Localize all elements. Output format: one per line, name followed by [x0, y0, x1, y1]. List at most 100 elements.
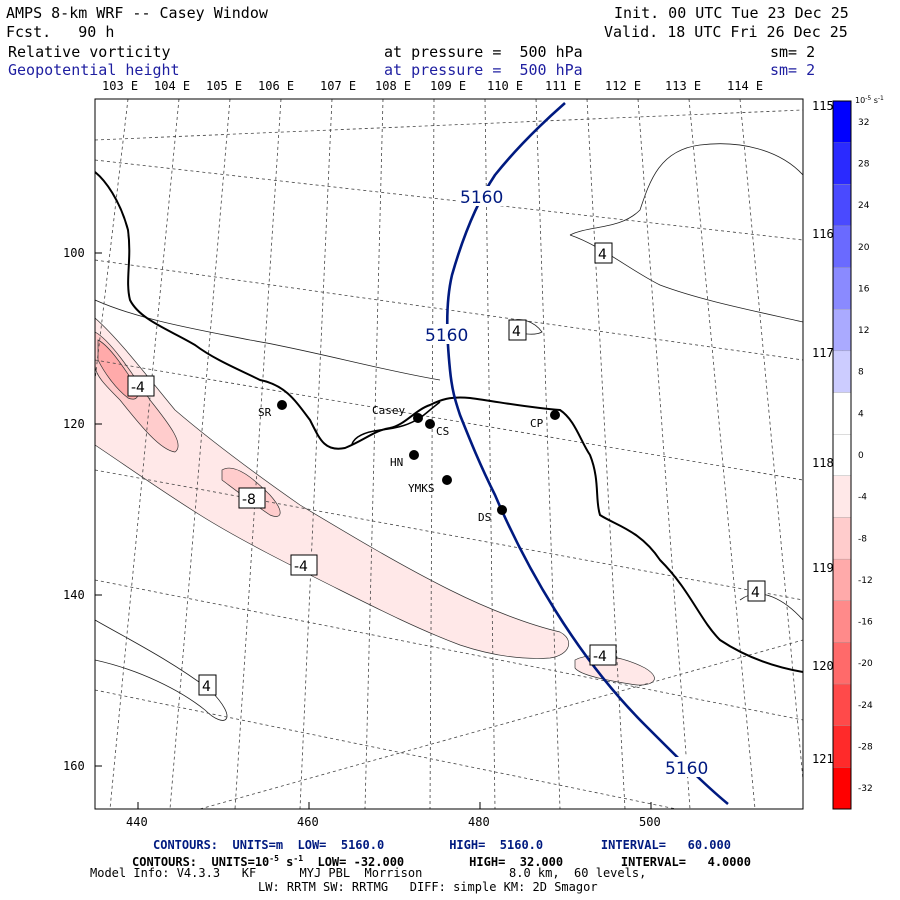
colorbar-swatch [832, 642, 852, 685]
colorbar-swatch [832, 600, 852, 643]
vort-label-7: -4 [593, 649, 607, 665]
forecast-hour: Fcst. 90 h [6, 23, 115, 41]
station-marker-casey[interactable] [413, 413, 423, 423]
colorbar: 32 28 24 20 16 12 8 4 0 -4 -8 -12 -16 -20 -24 -28 -32 [832, 100, 873, 810]
colorbar-tick-label: 16 [858, 284, 870, 294]
colorbar-tick-label: -12 [858, 576, 873, 586]
colorbar-swatch [832, 267, 852, 310]
station-label-ymks: YMKS [408, 482, 435, 495]
colorbar-swatch [832, 142, 852, 185]
colorbar-tick-label: -4 [858, 493, 867, 503]
colorbar-swatch [832, 309, 852, 352]
colorbar-tick-label: 32 [858, 118, 869, 128]
top-lon-107: 107 E [320, 79, 356, 93]
vorticity-contour-pos-se [739, 593, 803, 621]
vorticity-contour-pos-ne [569, 143, 803, 236]
colorbar-tick-label: -32 [858, 784, 873, 794]
colorbar-swatch [832, 225, 852, 268]
station-marker-hn[interactable] [409, 450, 419, 460]
field2-level: at pressure = 500 hPa [384, 61, 583, 79]
station-marker-sr[interactable] [277, 400, 287, 410]
footer-vort-exp: -5 [269, 854, 279, 863]
y-tick-120: 120 [63, 417, 85, 431]
vort-label-8: 4 [202, 679, 211, 695]
colorbar-tick-label: -28 [858, 743, 873, 753]
colorbar-tick-label: 4 [858, 409, 864, 419]
top-lon-112: 112 E [605, 79, 641, 93]
colorbar-swatch [832, 434, 852, 476]
valid-time: Valid. 18 UTC Fri 26 Dec 25 [604, 23, 848, 41]
footer-model-info-2: LW: RRTM SW: RRTMG DIFF: simple KM: 2D S… [258, 880, 598, 894]
top-lon-109: 109 E [430, 79, 466, 93]
station-marker-ds[interactable] [497, 505, 507, 515]
x-tick-500: 500 [639, 815, 661, 829]
map-plot-area: SR Casey CS HN YMKS CP DS 5160 5160 5160… [95, 99, 803, 809]
colorbar-swatch [832, 517, 852, 560]
colorbar-tick-label: 12 [858, 326, 869, 336]
top-lon-106: 106 E [258, 79, 294, 93]
height-label-3: 5160 [665, 759, 708, 779]
footer-vort-b: s [278, 855, 294, 869]
station-label-sr: SR [258, 406, 272, 419]
footer-vort-exp2: -1 [293, 854, 304, 863]
colorbar-swatch [832, 475, 852, 518]
colorbar-swatch [832, 725, 852, 768]
coastline-peninsula [351, 401, 441, 445]
station-label-hn: HN [390, 456, 403, 469]
field2-smoothing: sm= 2 [770, 61, 816, 79]
colorbar-swatch [832, 683, 852, 726]
vort-label-5: -4 [294, 559, 308, 575]
station-label-cs: CS [436, 425, 449, 438]
station-marker-ymks[interactable] [442, 475, 452, 485]
field1-name: Relative vorticity [8, 43, 171, 61]
colorbar-swatch [832, 392, 852, 435]
footer-model-info: Model Info: V4.3.3 KF MYJ PBL Morrison 8… [90, 866, 647, 880]
colorbar-swatch [832, 350, 852, 393]
colorbar-tick-label: 24 [858, 201, 870, 211]
station-marker-cp[interactable] [550, 410, 560, 420]
axis-ticks [95, 252, 652, 809]
stations [277, 400, 560, 515]
vort-label-4: -8 [242, 492, 256, 508]
colorbar-tick-label: 0 [858, 451, 864, 461]
plot-frame [94, 98, 804, 810]
colorbar-swatch [832, 184, 852, 227]
init-time: Init. 00 UTC Tue 23 Dec 25 [614, 4, 849, 22]
top-lon-103: 103 E [102, 79, 138, 93]
top-lon-113: 113 E [665, 79, 701, 93]
colorbar-tick-label: 8 [858, 368, 864, 378]
colorbar-tick-label: 20 [858, 243, 870, 253]
field2-name: Geopotential height [8, 61, 180, 79]
vort-label-1: 4 [598, 247, 607, 263]
colorbar-tick-label: -16 [858, 618, 873, 628]
footer-vort-c: LOW= -32.000 HIGH= 32.000 INTERVAL= 4.00… [303, 855, 751, 869]
plot-title: AMPS 8-km WRF -- Casey Window [6, 4, 268, 22]
field1-level: at pressure = 500 hPa [384, 43, 583, 61]
lonlat-grid [95, 99, 803, 809]
station-label-casey: Casey [372, 404, 405, 417]
x-tick-460: 460 [297, 815, 319, 829]
vorticity-contour-pos-w [95, 299, 441, 381]
vorticity-fill-minus4 [95, 317, 570, 659]
top-lon-111: 111 E [545, 79, 581, 93]
x-tick-440: 440 [126, 815, 148, 829]
height-label-2: 5160 [425, 326, 468, 346]
vorticity-contour-pos-sw [95, 619, 228, 721]
y-tick-140: 140 [63, 588, 85, 602]
colorbar-frame [832, 100, 852, 810]
y-tick-160: 160 [63, 759, 85, 773]
vort-label-2: 4 [512, 324, 521, 340]
x-tick-480: 480 [468, 815, 490, 829]
field1-smoothing: sm= 2 [770, 43, 816, 61]
vort-label-3: -4 [131, 380, 145, 396]
footer-vort-contours: CONTOURS: UNITS=10-5 s-1 LOW= -32.000 HI… [132, 852, 751, 869]
colorbar-swatch [832, 558, 852, 601]
height-contour-5160 [445, 102, 729, 806]
top-lon-105: 105 E [206, 79, 242, 93]
station-marker-cs[interactable] [425, 419, 435, 429]
colorbar-swatch [832, 100, 852, 143]
top-lon-114: 114 E [727, 79, 763, 93]
colorbar-swatch [832, 767, 852, 810]
top-lon-110: 110 E [487, 79, 523, 93]
